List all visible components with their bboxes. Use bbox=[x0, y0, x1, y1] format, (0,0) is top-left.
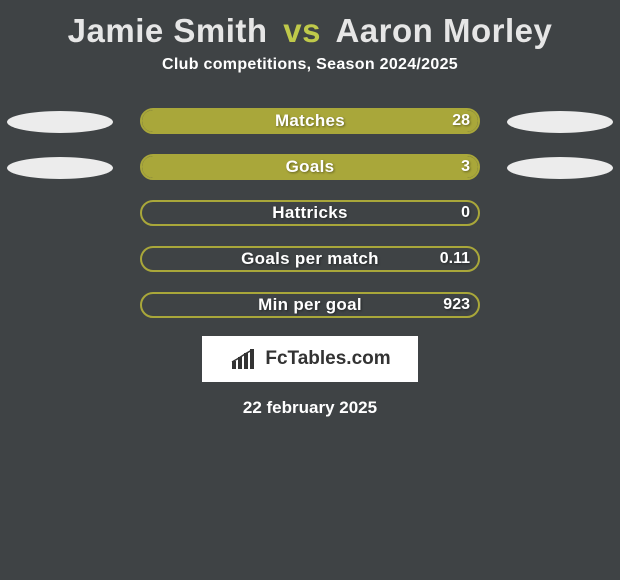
comparison-card: Jamie Smith vs Aaron Morley Club competi… bbox=[0, 0, 620, 418]
stat-row: Goals3 bbox=[0, 144, 620, 190]
subtitle: Club competitions, Season 2024/2025 bbox=[0, 56, 620, 98]
stat-bar bbox=[140, 246, 480, 272]
player2-name: Aaron Morley bbox=[335, 12, 552, 49]
stat-bar-fill bbox=[142, 156, 478, 178]
brand-box[interactable]: FcTables.com bbox=[202, 336, 418, 382]
left-value-ellipse bbox=[7, 157, 113, 179]
stat-row: Min per goal923 bbox=[0, 282, 620, 328]
date-label: 22 february 2025 bbox=[0, 382, 620, 418]
right-value-ellipse bbox=[507, 111, 613, 133]
player1-name: Jamie Smith bbox=[68, 12, 268, 49]
page-title: Jamie Smith vs Aaron Morley bbox=[0, 0, 620, 56]
left-value-ellipse bbox=[7, 111, 113, 133]
stat-bar bbox=[140, 200, 480, 226]
vs-label: vs bbox=[277, 12, 327, 49]
stat-bar-fill bbox=[142, 110, 478, 132]
brand-text: FcTables.com bbox=[265, 348, 390, 370]
brand-chart-icon bbox=[229, 347, 259, 371]
stat-row: Goals per match0.11 bbox=[0, 236, 620, 282]
stat-row: Matches28 bbox=[0, 98, 620, 144]
stat-bar bbox=[140, 154, 480, 180]
stat-row: Hattricks0 bbox=[0, 190, 620, 236]
right-value-ellipse bbox=[507, 157, 613, 179]
stat-bar bbox=[140, 108, 480, 134]
stat-rows: Matches28Goals3Hattricks0Goals per match… bbox=[0, 98, 620, 328]
stat-bar bbox=[140, 292, 480, 318]
